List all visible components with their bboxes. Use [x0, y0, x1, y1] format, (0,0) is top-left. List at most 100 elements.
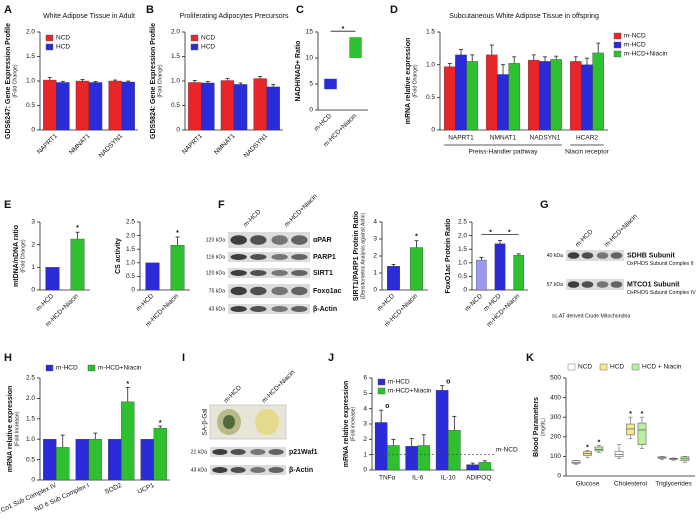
x-tick-label: NAPRT1: [448, 135, 474, 142]
lane-label: m-HCD+Niacin: [603, 213, 639, 249]
stain-well: [223, 415, 235, 429]
bar: [466, 464, 479, 471]
band-label: SDHB Subunit: [627, 252, 675, 259]
bar: [508, 63, 520, 131]
y-tick-label: 0.5: [26, 102, 35, 109]
x-tick-label: IL-10: [441, 475, 456, 482]
y-axis-label: (Fold Change): [157, 64, 163, 97]
bar: [592, 52, 604, 131]
legend-label: HCD: [56, 44, 70, 51]
chart-title: White Adipose Tissue in Adult: [43, 13, 135, 20]
blot-band: [271, 270, 288, 276]
blot-strip: [228, 252, 310, 262]
band-sublabel: OxPHOS Subunit Complex II: [627, 261, 694, 267]
annotation: *: [176, 230, 179, 237]
panel-letter: D: [390, 4, 398, 16]
legend-label: m-HCD: [624, 42, 646, 49]
y-tick-label: 0: [309, 107, 313, 114]
bar: [70, 238, 85, 291]
y-tick-label: 1.0: [171, 78, 180, 85]
blot-strip: [228, 268, 310, 278]
legend-swatch: [613, 32, 622, 40]
bar: [528, 59, 540, 131]
bar: [539, 61, 551, 131]
x-tick-label: NMNAT1: [213, 132, 237, 156]
box: [614, 451, 624, 457]
bar: [497, 74, 509, 131]
panel-letter: A: [4, 4, 12, 16]
y-axis-label: (mg/dL): [540, 418, 546, 436]
bar: [513, 255, 524, 291]
x-tick-label: m-HCD: [135, 292, 155, 312]
bar: [387, 266, 400, 291]
group-label: Niacin receptor: [565, 149, 610, 156]
y-tick-label: 0: [431, 127, 435, 134]
y-axis-label: CS activity: [115, 238, 122, 274]
bar: [140, 439, 154, 481]
y-tick-label: 4: [363, 405, 367, 412]
y-tick-label: 1.5: [171, 53, 180, 60]
panel-letter: G: [540, 199, 549, 211]
y-axis-label: (Fold Change): [12, 64, 18, 97]
x-tick-label: NAPRT1: [181, 132, 204, 155]
x-tick-label: HCAR2: [576, 135, 598, 142]
blot-band: [230, 449, 246, 455]
blot-band: [250, 306, 267, 312]
bar: [374, 422, 388, 471]
blot-band: [230, 467, 246, 473]
box: [626, 423, 635, 436]
blot-band: [268, 467, 284, 473]
bar: [410, 247, 423, 291]
y-tick-label: 5: [363, 390, 367, 397]
x-tick-label: NADSYN1: [243, 132, 270, 159]
y-axis-label: (Fold Change): [20, 239, 26, 272]
band-label: αPAR: [313, 237, 332, 244]
bar: [56, 447, 70, 481]
y-axis-label: Blood Parameters: [533, 397, 540, 457]
y-tick-label: 1.5: [126, 246, 135, 253]
blot-band: [212, 449, 228, 455]
kda-label: 40 kDa: [547, 253, 564, 259]
y-axis-label: mRNA relative expression: [343, 381, 350, 468]
y-axis-label: (Fold Increase): [14, 411, 20, 446]
bar: [45, 267, 60, 291]
bar: [75, 80, 90, 131]
x-tick-label: SOD2: [104, 482, 123, 496]
bar: [476, 259, 487, 291]
x-tick-label: IL-6: [412, 475, 424, 482]
legend-label: NCD: [201, 35, 215, 42]
x-tick-label: NADSYN1: [530, 135, 561, 142]
box: [594, 446, 604, 452]
panel-letter: K: [526, 352, 534, 364]
bar: [494, 243, 506, 291]
stain-label: SA-β-Gal: [202, 408, 209, 435]
blot-band: [250, 235, 267, 245]
y-tick-label: 2: [31, 241, 35, 248]
y-tick-label: 0: [176, 127, 180, 134]
annotation: o: [446, 379, 450, 386]
blot-band: [581, 252, 594, 259]
y-tick-label: 0: [31, 127, 35, 134]
bar: [253, 78, 267, 131]
band-label: SIRT1: [313, 270, 333, 277]
y-axis-label: FoxO1ac Protein Ratio: [445, 218, 452, 293]
y-axis-label: NADH/NAD+ Ratio: [295, 41, 302, 102]
x-tick-label: m-HCD+Niacin: [486, 292, 522, 328]
band-label: MTCO1 Subunit: [627, 281, 680, 288]
blot-band: [271, 306, 288, 312]
band-label: PARP1: [313, 254, 336, 261]
kda-label: 116 kDa: [206, 254, 225, 260]
y-axis-label: mRNA relative expression: [7, 386, 14, 473]
x-tick-label: Triglycerides: [655, 481, 692, 488]
bar: [170, 244, 185, 291]
y-tick-label: 0.5: [426, 94, 435, 101]
annotation: *: [342, 26, 345, 33]
x-tick-label: Glucose: [576, 481, 600, 488]
bar: [220, 80, 235, 131]
y-axis-label: (Fold Change): [412, 64, 418, 97]
band-sublabel: OxPHOS Subunit Complex IV: [627, 290, 696, 296]
y-tick-label: 1.5: [26, 53, 35, 60]
range-bar: [349, 37, 362, 58]
blot-band: [581, 281, 594, 288]
x-tick-label: m-HCD: [313, 112, 333, 132]
